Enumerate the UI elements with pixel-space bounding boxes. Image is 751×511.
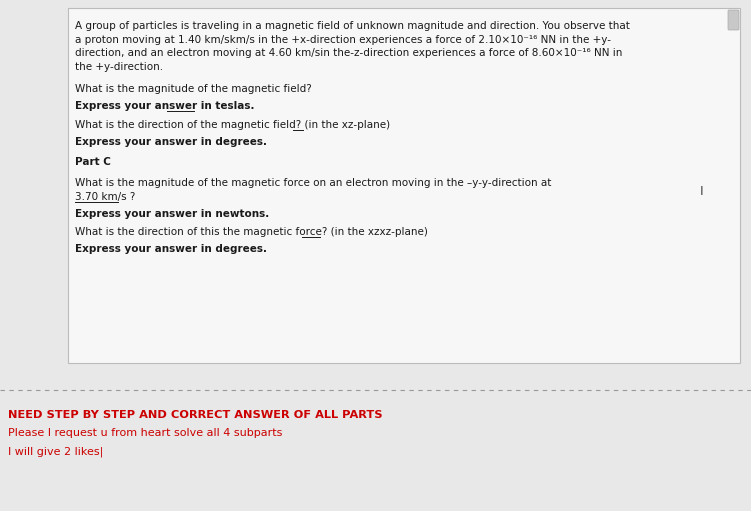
FancyBboxPatch shape (68, 8, 740, 363)
Text: NEED STEP BY STEP AND CORRECT ANSWER OF ALL PARTS: NEED STEP BY STEP AND CORRECT ANSWER OF … (8, 410, 382, 420)
Text: direction, and an electron moving at 4.60 km/sin the-z-direction experiences a f: direction, and an electron moving at 4.6… (75, 48, 623, 58)
Text: 3.70 km/s ?: 3.70 km/s ? (75, 192, 135, 201)
Text: Express your answer in newtons.: Express your answer in newtons. (75, 209, 270, 219)
Text: What is the magnitude of the magnetic field?: What is the magnitude of the magnetic fi… (75, 83, 312, 94)
Text: the +y-direction.: the +y-direction. (75, 61, 163, 72)
Text: Express your answer in degrees.: Express your answer in degrees. (75, 137, 267, 147)
Text: A group of particles is traveling in a magnetic field of unknown magnitude and d: A group of particles is traveling in a m… (75, 21, 630, 31)
Text: Part C: Part C (75, 156, 111, 167)
Text: What is the direction of this the magnetic force? (in the xzxz-plane): What is the direction of this the magnet… (75, 226, 428, 237)
FancyBboxPatch shape (728, 10, 739, 30)
Text: I: I (700, 185, 704, 198)
Text: Please I request u from heart solve all 4 subparts: Please I request u from heart solve all … (8, 428, 282, 438)
Text: What is the direction of the magnetic field? (in the xz-plane): What is the direction of the magnetic fi… (75, 120, 390, 129)
Text: Express your answer in teslas.: Express your answer in teslas. (75, 101, 255, 111)
Text: What is the magnitude of the magnetic force on an electron moving in the –y-y-di: What is the magnitude of the magnetic fo… (75, 178, 551, 188)
Text: Express your answer in degrees.: Express your answer in degrees. (75, 244, 267, 254)
Text: a proton moving at 1.40 km/skm/s in the +x-direction experiences a force of 2.10: a proton moving at 1.40 km/skm/s in the … (75, 35, 611, 44)
Text: I will give 2 likes|: I will give 2 likes| (8, 446, 103, 456)
